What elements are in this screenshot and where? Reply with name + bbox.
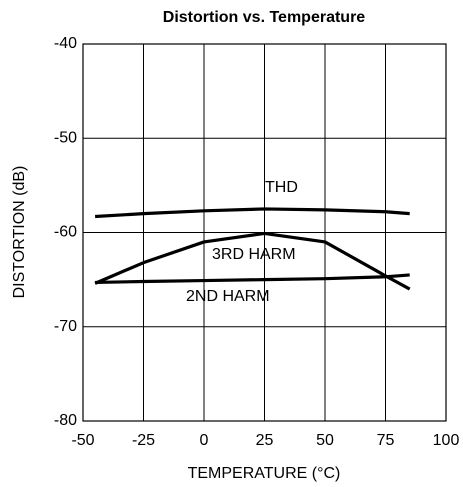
x-axis-label: TEMPERATURE (°C) bbox=[188, 465, 341, 482]
y-tick-label: -80 bbox=[54, 412, 77, 429]
series-line bbox=[95, 273, 410, 285]
chart-title: Distortion vs. Temperature bbox=[163, 9, 366, 26]
series-label: 2ND HARM bbox=[186, 288, 270, 305]
y-tick-label: -70 bbox=[54, 318, 77, 335]
series-label: 3RD HARM bbox=[212, 246, 296, 263]
x-tick-label: 75 bbox=[377, 432, 395, 449]
x-tick-label: 25 bbox=[256, 432, 274, 449]
x-tick-label: -50 bbox=[71, 432, 94, 449]
plot-frame bbox=[82, 43, 447, 422]
x-tick-label: 100 bbox=[433, 432, 460, 449]
series-line bbox=[95, 207, 410, 219]
x-tick-label: 50 bbox=[316, 432, 334, 449]
series-label: THD bbox=[265, 179, 298, 196]
y-tick-label: -60 bbox=[54, 224, 77, 241]
x-tick-label: 0 bbox=[200, 432, 209, 449]
y-tick-label: -50 bbox=[54, 129, 77, 146]
y-tick-label: -40 bbox=[54, 35, 77, 52]
y-axis-label: DISTORTION (dB) bbox=[11, 166, 28, 299]
x-tick-label: -25 bbox=[132, 432, 155, 449]
